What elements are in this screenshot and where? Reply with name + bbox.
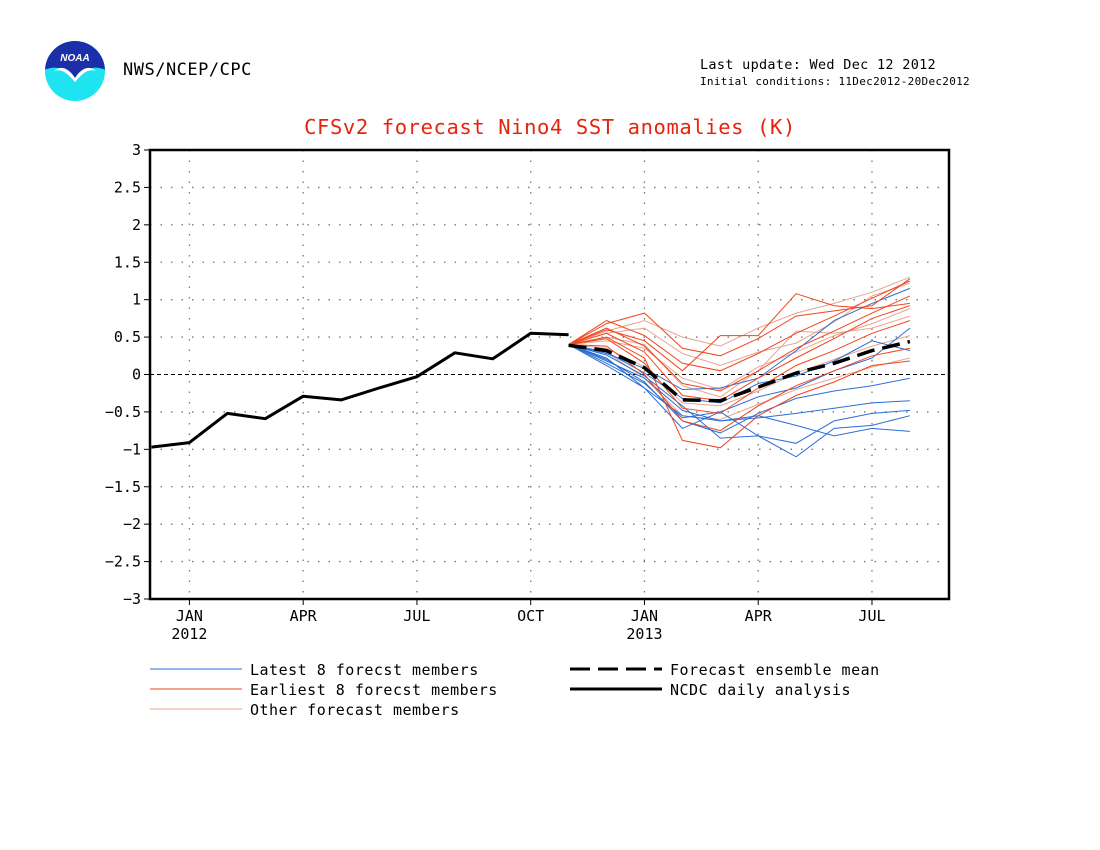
x-tick-label: APR [745, 607, 773, 625]
legend-label-other: Other forecast members [250, 701, 460, 719]
x-tick-year-label: 2012 [171, 625, 207, 643]
x-tick-label: APR [290, 607, 318, 625]
main-lines-group [151, 331, 911, 449]
other-member-line [568, 315, 911, 398]
initial-conditions-text: Initial conditions: 11Dec2012-20Dec2012 [700, 75, 970, 88]
latest-member-line [568, 344, 911, 458]
earliest-member-line [568, 295, 911, 392]
axes-layer: 32.521.510.50−0.5−1−1.5−2−2.5−3JAN2012AP… [105, 141, 951, 643]
grid-layer [150, 150, 949, 599]
x-tick-label: JAN [176, 607, 203, 625]
x-tick-label: JUL [858, 607, 885, 625]
y-tick-label: −0.5 [105, 403, 141, 421]
y-tick-label: 3 [132, 141, 141, 159]
analysis-line [151, 331, 569, 449]
legend-swatch-latest [150, 668, 242, 670]
earliest-member-line [568, 278, 911, 357]
legend-label-mean: Forecast ensemble mean [670, 661, 880, 679]
plot-frame [148, 148, 951, 601]
earliest-member-line [568, 293, 910, 372]
x-tick-year-label: 2013 [626, 625, 662, 643]
earliest-members-group [568, 278, 911, 449]
x-tick-label: JUL [403, 607, 430, 625]
earliest-member-line [568, 305, 911, 402]
ensemble-mean-line [568, 339, 911, 403]
latest-member-line [568, 344, 910, 422]
svg-text:NOAA: NOAA [60, 53, 89, 64]
latest-member-line [568, 344, 910, 434]
latest-member-line [568, 344, 910, 444]
legend-swatch-mean [570, 667, 662, 671]
chart-title: CFSv2 forecast Nino4 SST anomalies (K) [304, 115, 796, 139]
legend-label-analysis: NCDC daily analysis [670, 681, 852, 699]
y-tick-label: 1 [132, 291, 141, 309]
org-label: NWS/NCEP/CPC [123, 60, 252, 80]
earliest-member-line [568, 336, 910, 449]
y-tick-label: −2.5 [105, 553, 141, 571]
x-tick-label: JAN [631, 607, 658, 625]
other-member-line [568, 308, 911, 391]
y-tick-label: −1.5 [105, 478, 141, 496]
y-tick-label: 0.5 [114, 328, 141, 346]
y-tick-label: −3 [123, 590, 141, 608]
legend-swatch-analysis [570, 687, 662, 691]
x-tick-label: OCT [517, 607, 544, 625]
legend-swatch-other [150, 708, 242, 710]
legend-swatch-earliest [150, 688, 242, 690]
other-member-line [568, 276, 911, 347]
last-update-text: Last update: Wed Dec 12 2012 [700, 57, 936, 73]
earliest-member-line [568, 320, 911, 414]
y-tick-label: 1.5 [114, 253, 141, 271]
legend-label-latest: Latest 8 forecst members [250, 661, 479, 679]
y-tick-label: −1 [123, 440, 141, 458]
y-tick-label: 2.5 [114, 178, 141, 196]
legend-label-earliest: Earliest 8 forecst members [250, 681, 498, 699]
y-tick-label: 0 [132, 366, 141, 384]
y-tick-label: 2 [132, 216, 141, 234]
other-member-line [568, 282, 911, 367]
noaa-logo: NOAA [45, 41, 105, 101]
y-tick-label: −2 [123, 515, 141, 533]
